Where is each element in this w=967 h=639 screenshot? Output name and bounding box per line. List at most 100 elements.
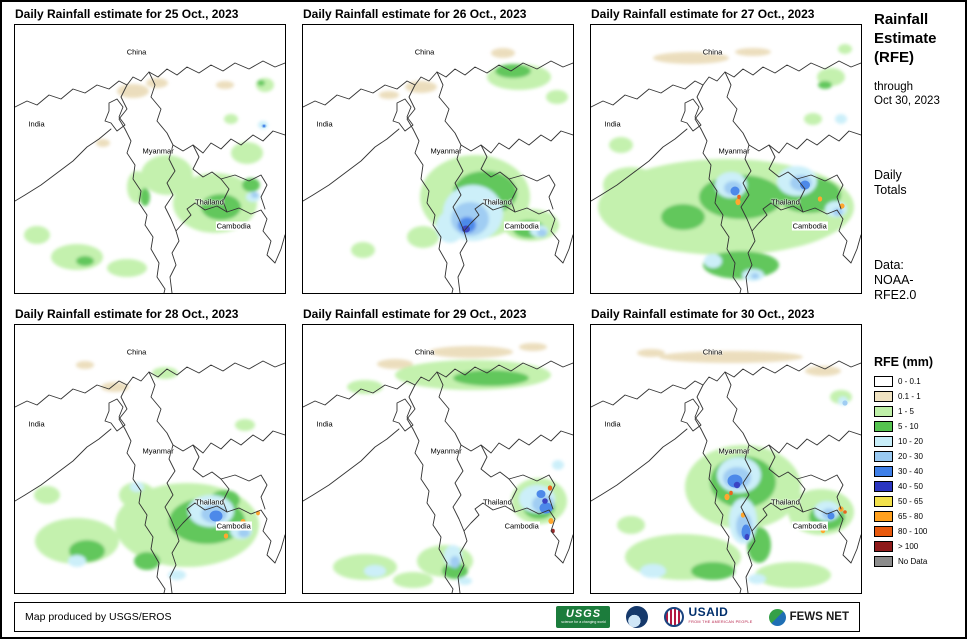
sidebar: Rainfall Estimate (RFE) through Oct 30, … bbox=[874, 10, 962, 571]
rainfall-raster bbox=[591, 349, 861, 593]
map-label-india: India bbox=[28, 119, 45, 129]
legend-swatch bbox=[874, 496, 893, 507]
sidebar-title-line: (RFE) bbox=[874, 49, 914, 66]
rainfall-raster bbox=[303, 343, 573, 593]
legend-swatch bbox=[874, 511, 893, 522]
legend-item: No Data bbox=[874, 556, 962, 567]
map-panels-grid: Daily Rainfall estimate for 25 Oct., 202… bbox=[14, 2, 862, 594]
map-label-myanmar: Myanmar bbox=[430, 446, 462, 456]
through-label: through bbox=[874, 81, 914, 93]
panel-title: Daily Rainfall estimate for 29 Oct., 202… bbox=[303, 307, 527, 321]
sidebar-title: Rainfall Estimate (RFE) bbox=[874, 10, 962, 67]
map-panel: Daily Rainfall estimate for 28 Oct., 202… bbox=[14, 302, 286, 594]
sidebar-period: Daily Totals bbox=[874, 168, 962, 198]
map-label-cambodia: Cambodia bbox=[503, 521, 540, 531]
data-source-line: RFE2.0 bbox=[874, 288, 917, 302]
through-date: Oct 30, 2023 bbox=[874, 95, 940, 107]
map-panel: Daily Rainfall estimate for 27 Oct., 202… bbox=[590, 2, 862, 294]
panel-title: Daily Rainfall estimate for 26 Oct., 202… bbox=[303, 7, 527, 21]
map-label-china: China bbox=[126, 47, 147, 57]
map-credit: Map produced by USGS/EROS bbox=[25, 611, 172, 623]
legend-label: 20 - 30 bbox=[898, 452, 923, 461]
legend-item: 10 - 20 bbox=[874, 436, 962, 447]
rainfall-map: China India Myanmar Thailand Cambodia bbox=[590, 324, 862, 594]
map-label-thailand: Thailand bbox=[483, 497, 512, 507]
map-label-thailand: Thailand bbox=[195, 497, 224, 507]
legend-label: 0 - 0.1 bbox=[898, 377, 921, 386]
rainfall-map: China India Myanmar Thailand Cambodia bbox=[302, 324, 574, 594]
map-label-india: India bbox=[604, 419, 621, 429]
data-source-line: NOAA- bbox=[874, 273, 914, 287]
map-label-china: China bbox=[702, 347, 723, 357]
rainfall-map: China India Myanmar Thailand Cambodia bbox=[590, 24, 862, 294]
map-panel: Daily Rainfall estimate for 30 Oct., 202… bbox=[590, 302, 862, 594]
legend-item: 50 - 65 bbox=[874, 496, 962, 507]
legend-item: 0 - 0.1 bbox=[874, 376, 962, 387]
legend: RFE (mm) 0 - 0.1 0.1 - 1 1 - 5 5 - 10 10 - 2… bbox=[874, 355, 962, 567]
panel-title: Daily Rainfall estimate for 27 Oct., 202… bbox=[591, 7, 815, 21]
panel-title: Daily Rainfall estimate for 25 Oct., 202… bbox=[15, 7, 239, 21]
map-panel: Daily Rainfall estimate for 25 Oct., 202… bbox=[14, 2, 286, 294]
map-label-cambodia: Cambodia bbox=[215, 521, 252, 531]
legend-title: RFE (mm) bbox=[874, 355, 934, 369]
legend-label: 30 - 40 bbox=[898, 467, 923, 476]
legend-label: 50 - 65 bbox=[898, 497, 923, 506]
map-label-cambodia: Cambodia bbox=[791, 521, 828, 531]
legend-item: 65 - 80 bbox=[874, 511, 962, 522]
noaa-seal-icon bbox=[626, 606, 649, 628]
legend-label: 65 - 80 bbox=[898, 512, 923, 521]
legend-label: 10 - 20 bbox=[898, 437, 923, 446]
usaid-logo-text: USAID bbox=[688, 605, 729, 619]
map-label-cambodia: Cambodia bbox=[215, 221, 252, 231]
map-label-china: China bbox=[414, 347, 435, 357]
map-label-india: India bbox=[316, 119, 333, 129]
map-label-thailand: Thailand bbox=[771, 197, 800, 207]
map-label-myanmar: Myanmar bbox=[142, 446, 174, 456]
map-label-china: China bbox=[414, 47, 435, 57]
map-label-india: India bbox=[28, 419, 45, 429]
rainfall-raster bbox=[15, 360, 285, 593]
legend-label: 5 - 10 bbox=[898, 422, 919, 431]
legend-label: 1 - 5 bbox=[898, 407, 915, 416]
legend-label: 40 - 50 bbox=[898, 482, 923, 491]
usaid-logo: USAID FROM THE AMERICAN PEOPLE bbox=[664, 605, 753, 627]
map-label-myanmar: Myanmar bbox=[142, 146, 174, 156]
legend-swatch bbox=[874, 466, 893, 477]
map-label-india: India bbox=[316, 419, 333, 429]
map-label-cambodia: Cambodia bbox=[791, 221, 828, 231]
sidebar-through: through Oct 30, 2023 bbox=[874, 80, 962, 108]
legend-swatch bbox=[874, 406, 893, 417]
usgs-logo: USGS science for a changing world bbox=[556, 606, 611, 628]
panel-title: Daily Rainfall estimate for 30 Oct., 202… bbox=[591, 307, 815, 321]
legend-label: > 100 bbox=[898, 542, 919, 551]
legend-item: 0.1 - 1 bbox=[874, 391, 962, 402]
map-label-thailand: Thailand bbox=[771, 497, 800, 507]
rainfall-map: China India Myanmar Thailand Cambodia bbox=[14, 24, 286, 294]
map-label-myanmar: Myanmar bbox=[718, 146, 750, 156]
legend-item: 20 - 30 bbox=[874, 451, 962, 462]
legend-items: 0 - 0.1 0.1 - 1 1 - 5 5 - 10 10 - 20 20 - 30 3… bbox=[874, 376, 962, 567]
rainfall-raster bbox=[15, 60, 285, 293]
usaid-seal-icon bbox=[664, 607, 685, 627]
legend-item: 40 - 50 bbox=[874, 481, 962, 492]
legend-swatch bbox=[874, 421, 893, 432]
usaid-tagline: FROM THE AMERICAN PEOPLE bbox=[688, 620, 753, 624]
legend-swatch bbox=[874, 391, 893, 402]
legend-item: 80 - 100 bbox=[874, 526, 962, 537]
map-label-myanmar: Myanmar bbox=[718, 446, 750, 456]
rainfall-map: China India Myanmar Thailand Cambodia bbox=[302, 24, 574, 294]
legend-item: 30 - 40 bbox=[874, 466, 962, 477]
fewsnet-logo: FEWS NET bbox=[768, 608, 849, 626]
legend-swatch bbox=[874, 541, 893, 552]
rainfall-raster bbox=[303, 48, 573, 293]
map-label-china: China bbox=[126, 347, 147, 357]
sidebar-title-line: Estimate bbox=[874, 30, 937, 47]
fewsnet-globe-icon bbox=[768, 608, 786, 626]
sidebar-data-source: Data: NOAA- RFE2.0 bbox=[874, 258, 962, 303]
legend-swatch bbox=[874, 481, 893, 492]
usgs-logo-text: USGS bbox=[565, 608, 602, 620]
legend-swatch bbox=[874, 436, 893, 447]
map-label-thailand: Thailand bbox=[483, 197, 512, 207]
legend-swatch bbox=[874, 556, 893, 567]
legend-label: 0.1 - 1 bbox=[898, 392, 921, 401]
